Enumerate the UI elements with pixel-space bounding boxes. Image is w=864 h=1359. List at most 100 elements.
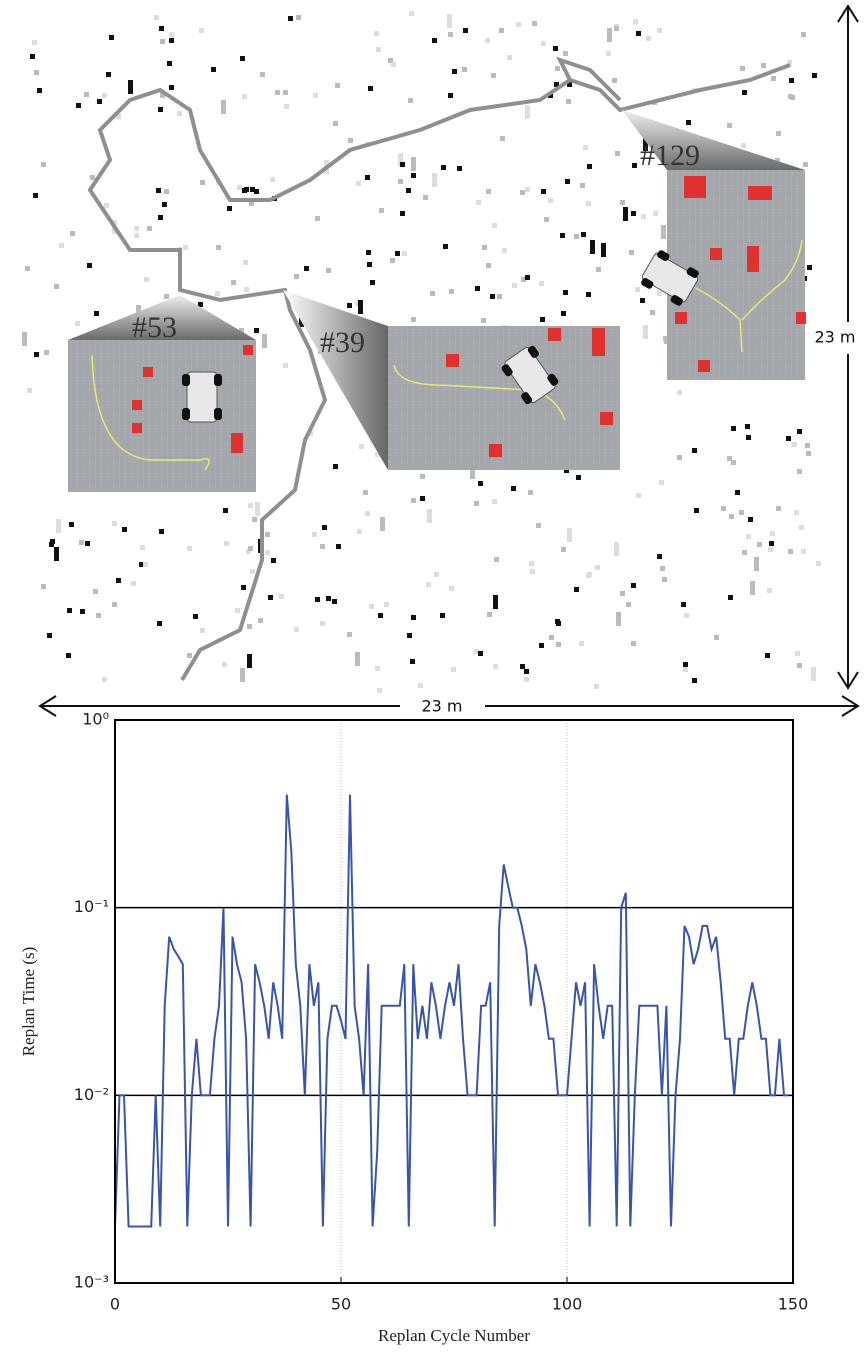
y-tick-label: 10⁻¹ [74,897,109,916]
obstacle [653,211,658,216]
obstacle [729,514,734,519]
obstacle [587,164,592,169]
plot-frame [114,719,794,1284]
obstacle [268,595,273,600]
obstacle [355,652,360,666]
obstacle [463,28,468,33]
obstacle [520,190,525,195]
obstacle [721,506,726,511]
obstacle [539,281,544,286]
obstacle [275,90,280,95]
obstacle [106,72,111,77]
obstacle [548,198,553,203]
obstacle [254,328,259,333]
obstacle [250,187,255,192]
obstacle [224,541,229,546]
obstacle [223,508,228,513]
obstacle [116,578,121,583]
obstacle [633,19,638,24]
obstacle [304,266,309,271]
obstacle [406,188,411,193]
obstacle [69,522,74,527]
obstacle [443,244,448,249]
obstacle [579,641,584,646]
obstacle [376,47,381,52]
obstacle [144,277,149,282]
inset [68,340,256,492]
obstacle [102,677,107,682]
obstacle [423,195,428,200]
obstacle [789,78,794,83]
obstacle [478,651,483,656]
obstacle [408,98,413,103]
zoom-fan [68,295,256,340]
obstacle [240,56,245,61]
obstacle [315,597,320,602]
obstacle [426,582,431,587]
obstacle [657,28,662,33]
obstacle [490,294,495,299]
obstacle [742,90,747,95]
obstacle [595,565,600,570]
obstacle [368,86,373,91]
obstacle [797,429,802,434]
obstacle [187,546,192,551]
obstacle [447,14,452,28]
obstacle [650,310,655,315]
scale-label: 23 m [814,328,855,347]
obstacle [54,547,59,561]
obstacle [177,111,182,116]
inset-label: #53 [132,311,177,344]
obstacle [215,291,220,296]
chart: 0 50 100 150 10⁻³ 10⁻² 10⁻¹ 10⁰ Replan Cycle Num… [19,710,808,1345]
obstacle [567,528,572,542]
obstacle [440,613,445,618]
obstacle [262,334,267,348]
obstacle [308,431,313,436]
obstacle [411,157,416,171]
obstacle [411,317,416,322]
y-tick-label: 10⁻² [74,1085,109,1104]
data-line [114,794,789,1228]
obstacle [32,40,37,45]
obstacle [563,290,568,295]
obstacle [336,544,341,549]
obstacle [164,294,169,299]
obstacle [761,63,766,68]
obstacle [296,15,301,20]
obstacle [539,643,544,648]
obstacle [805,443,810,448]
obstacle [358,300,363,314]
y-tick-label: 10⁰ [82,710,109,729]
obstacle [375,666,380,671]
obstacle [432,173,437,187]
obstacle [532,21,537,26]
obstacle [486,263,491,268]
obstacle [540,317,545,322]
obstacle [183,245,188,250]
obstacle [787,60,792,65]
obstacle [348,138,353,143]
obstacle [169,85,174,90]
obstacle [370,280,375,285]
obstacle [677,455,682,460]
obstacle [606,51,611,56]
x-tick-label: 100 [552,1295,583,1314]
obstacle [786,436,791,441]
obstacle [94,311,99,316]
obstacle [565,179,570,184]
obstacle [528,490,533,495]
obstacle [769,541,774,546]
obstacle [643,137,648,151]
obstacle [620,591,625,596]
obstacle [476,200,481,205]
obstacle [237,185,242,190]
obstacle [104,203,109,208]
obstacle [792,442,797,447]
obstacle [694,508,699,513]
obstacle [768,547,773,552]
obstacle [294,627,299,632]
obstacle [418,683,423,688]
obstacle [41,584,46,589]
